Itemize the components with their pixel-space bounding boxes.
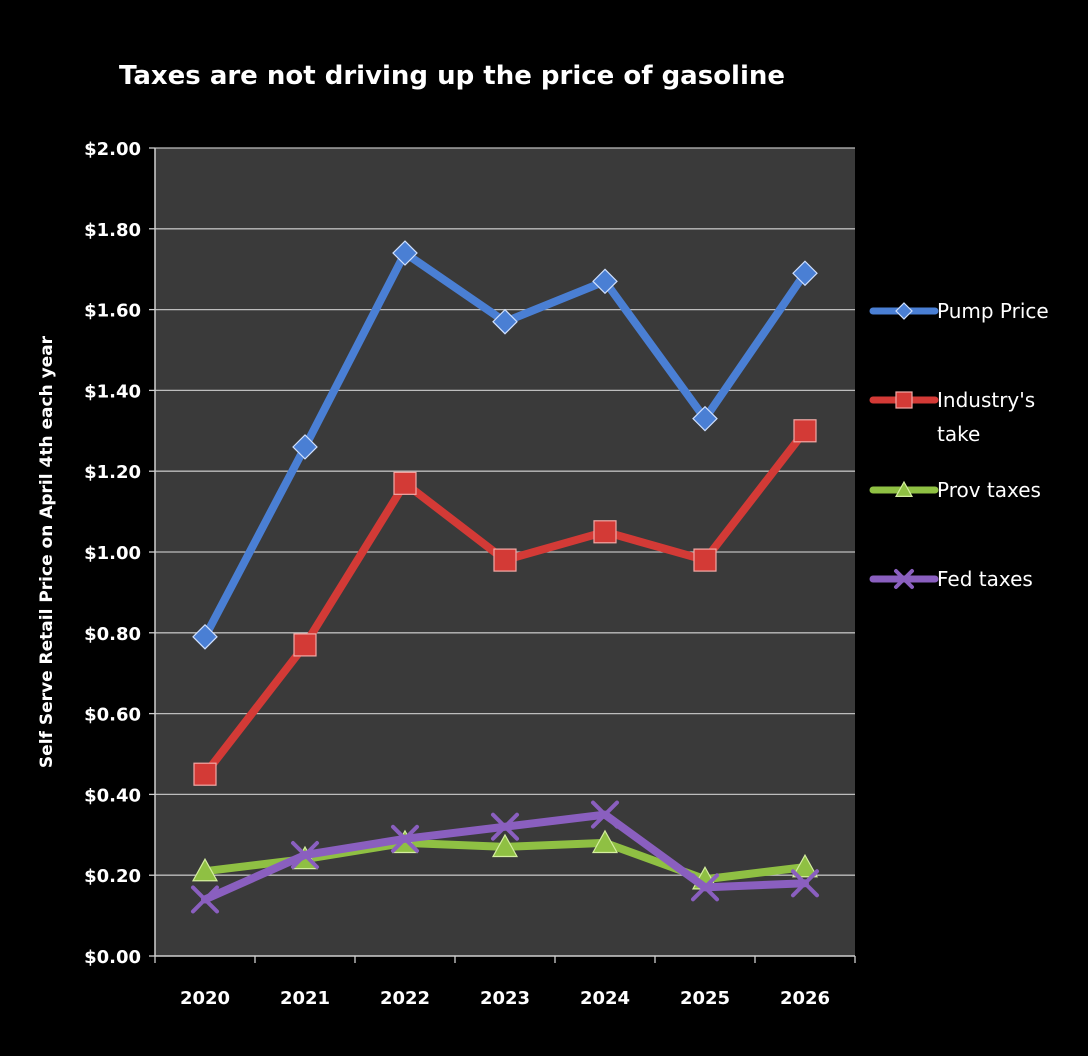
legend-label: Pump Price	[937, 299, 1049, 323]
series-fed-taxes	[191, 800, 819, 914]
y-tick-label: $1.80	[84, 220, 141, 241]
y-tick-label: $1.00	[84, 543, 141, 564]
legend-label: take	[937, 422, 980, 446]
y-tick-label: $0.80	[84, 624, 141, 645]
data-point	[491, 833, 519, 858]
legend-item: Industry's take	[869, 388, 1035, 446]
data-point	[191, 885, 219, 914]
data-point	[292, 434, 318, 460]
data-point	[793, 419, 817, 443]
data-point	[591, 800, 619, 829]
y-tick-label: $0.00	[84, 947, 141, 968]
legend-marker	[894, 569, 914, 589]
y-tick-label: $2.00	[84, 139, 141, 160]
data-point	[792, 260, 818, 287]
data-point	[392, 240, 418, 266]
data-point	[591, 829, 619, 854]
gridlines	[155, 147, 855, 876]
legend-label: Industry's	[937, 388, 1035, 412]
data-point	[491, 812, 519, 841]
data-point	[691, 873, 719, 902]
data-point	[593, 520, 617, 544]
data-point	[592, 268, 618, 295]
data-point	[493, 548, 517, 572]
data-point	[693, 548, 717, 572]
data-point	[192, 623, 218, 650]
y-tick-label: $1.20	[84, 462, 141, 483]
x-tick-label: 2022	[380, 988, 430, 1009]
legend-marker	[894, 480, 914, 497]
series-industry-s-take	[193, 419, 817, 786]
x-tick-label: 2020	[180, 988, 230, 1009]
axes: $0.00 $0.20 $0.40 $0.60 $0.80 $1.00 $1.20 $1.40…	[84, 139, 856, 1009]
data-point	[193, 762, 217, 786]
data-point	[391, 824, 419, 853]
data-point	[791, 869, 819, 898]
y-tick-label: $1.40	[84, 381, 141, 402]
series	[191, 240, 819, 914]
legend-item: Pump Price	[869, 299, 1049, 323]
legend-item: Prov taxes	[869, 478, 1041, 502]
legend-marker	[895, 302, 913, 320]
data-point	[393, 471, 417, 495]
legend-label: Prov taxes	[937, 478, 1041, 502]
data-point	[692, 405, 718, 432]
x-tick-label: 2026	[780, 988, 830, 1009]
y-tick-label: $0.20	[84, 866, 141, 887]
data-point	[492, 308, 518, 335]
series-pump-price	[192, 240, 818, 650]
y-tick-label: $1.60	[84, 301, 141, 322]
x-tick-label: 2024	[580, 988, 630, 1009]
x-tick-label: 2025	[680, 988, 730, 1009]
y-tick-label: $0.40	[84, 785, 141, 806]
legend-item: Fed taxes	[869, 567, 1033, 591]
chart-title: Taxes are not driving up the price of ga…	[119, 61, 785, 91]
legend: Pump Price Industry's take Prov taxes Fed ta…	[869, 299, 1049, 591]
data-point	[293, 633, 317, 657]
x-tick-label: 2023	[480, 988, 530, 1009]
x-tick-label: 2021	[280, 988, 330, 1009]
y-tick-label: $0.60	[84, 705, 141, 726]
data-point	[191, 857, 219, 882]
legend-marker	[895, 391, 913, 409]
legend-label: Fed taxes	[937, 567, 1033, 591]
y-axis-label: Self Serve Retail Price on April 4th eac…	[37, 335, 57, 768]
data-point	[791, 853, 819, 878]
data-point	[291, 841, 319, 869]
